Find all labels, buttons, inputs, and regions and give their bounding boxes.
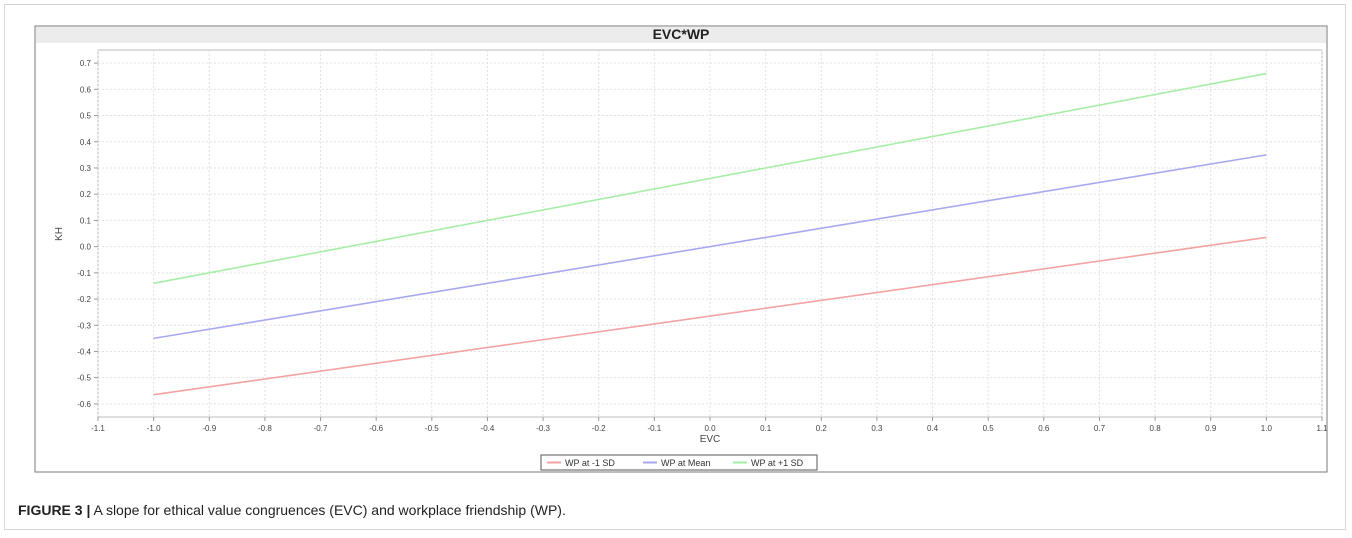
x-tick-label: -0.4 bbox=[481, 424, 495, 433]
x-tick-label: -0.9 bbox=[202, 424, 216, 433]
x-tick-label: 0.5 bbox=[983, 424, 995, 433]
x-tick-label: 0.2 bbox=[816, 424, 828, 433]
title-band bbox=[36, 27, 1326, 43]
x-tick-label: -1.0 bbox=[147, 424, 161, 433]
y-axis-ticks: -0.6 -0.5 -0.4 -0.3 -0.2 -0.1 0.0 0.1 0.2 0.3 0.4 0… bbox=[77, 59, 98, 409]
legend-label-1: WP at -1 SD bbox=[565, 458, 615, 468]
y-tick-label: 0.1 bbox=[80, 216, 92, 225]
y-tick-label: 0.3 bbox=[80, 164, 92, 173]
y-tick-label: -0.5 bbox=[77, 374, 91, 383]
legend-label-3: WP at +1 SD bbox=[751, 458, 804, 468]
x-tick-label: 0.6 bbox=[1038, 424, 1050, 433]
y-tick-label: -0.3 bbox=[77, 321, 91, 330]
slope-chart: EVC*WP -1.1 -1.0 -0.9 -0.8 -0.7 -0.6 -0.5 -0.4-… bbox=[34, 25, 1328, 473]
x-tick-label: -0.3 bbox=[536, 424, 550, 433]
caption-text: A slope for ethical value congruences (E… bbox=[90, 502, 566, 518]
caption-label: FIGURE 3 | bbox=[18, 502, 91, 518]
x-tick-label: 0.1 bbox=[760, 424, 772, 433]
legend: WP at -1 SD WP at Mean WP at +1 SD bbox=[540, 454, 818, 471]
x-tick-label: -0.8 bbox=[258, 424, 272, 433]
x-tick-label: -0.5 bbox=[425, 424, 439, 433]
x-tick-label: -0.7 bbox=[314, 424, 328, 433]
y-tick-label: 0.0 bbox=[80, 243, 92, 252]
grid bbox=[97, 50, 1323, 417]
y-tick-label: -0.2 bbox=[77, 295, 91, 304]
x-tick-label: -0.2 bbox=[592, 424, 606, 433]
figure-caption: FIGURE 3 | A slope for ethical value con… bbox=[18, 502, 566, 518]
y-tick-label: 0.7 bbox=[80, 59, 92, 68]
series-line-2 bbox=[153, 154, 1267, 340]
series-line-3 bbox=[153, 72, 1267, 285]
chart-panel bbox=[34, 25, 1328, 473]
y-tick-label: -0.4 bbox=[77, 347, 91, 356]
x-axis-ticks: -1.1 -1.0 -0.9 -0.8 -0.7 -0.6 -0.5 -0.4 -0.3 -0.2… bbox=[91, 417, 1328, 433]
y-tick-label: 0.4 bbox=[80, 138, 92, 147]
x-tick-label: 0.9 bbox=[1205, 424, 1217, 433]
series-line-1 bbox=[153, 236, 1267, 396]
chart-title: EVC*WP bbox=[653, 26, 710, 42]
x-tick-label: 1.1 bbox=[1316, 424, 1328, 433]
y-tick-label: 0.2 bbox=[80, 190, 92, 199]
legend-label-2: WP at Mean bbox=[661, 458, 710, 468]
y-axis-label: KH bbox=[54, 227, 65, 241]
series-lines bbox=[153, 72, 1267, 396]
x-tick-label: 0.4 bbox=[927, 424, 939, 433]
x-tick-label: 0.0 bbox=[704, 424, 716, 433]
plot-area bbox=[97, 49, 1323, 418]
x-tick-label: 1.0 bbox=[1261, 424, 1273, 433]
x-tick-label: -1.1 bbox=[91, 424, 105, 433]
x-tick-label: 0.8 bbox=[1150, 424, 1162, 433]
x-axis-label: EVC bbox=[700, 434, 721, 445]
x-tick-label: -0.1 bbox=[647, 424, 661, 433]
y-tick-label: -0.6 bbox=[77, 400, 91, 409]
legend-box bbox=[540, 454, 818, 471]
y-tick-label: -0.1 bbox=[77, 269, 91, 278]
x-tick-label: 0.3 bbox=[871, 424, 883, 433]
x-tick-label: -0.6 bbox=[369, 424, 383, 433]
y-tick-label: 0.5 bbox=[80, 112, 92, 121]
x-tick-label: 0.7 bbox=[1094, 424, 1106, 433]
y-tick-label: 0.6 bbox=[80, 85, 92, 94]
